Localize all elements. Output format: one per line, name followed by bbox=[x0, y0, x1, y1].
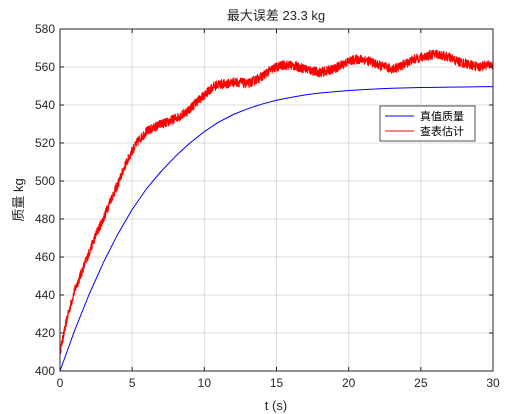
y-tick-label: 460 bbox=[35, 250, 55, 264]
x-tick-label: 15 bbox=[270, 376, 284, 390]
legend-label-lookup-estimate: 查表估计 bbox=[420, 124, 464, 138]
legend-box bbox=[379, 105, 476, 142]
y-tick-label: 520 bbox=[35, 136, 55, 150]
x-tick-label: 25 bbox=[414, 376, 428, 390]
x-tick-label: 10 bbox=[198, 376, 212, 390]
ticks: 0 5 10 15 20 25 30 400 420 440 460 480 500 520 540 560 5… bbox=[35, 22, 500, 390]
x-tick-label: 5 bbox=[129, 376, 136, 390]
y-axis-label: 质量 kg bbox=[11, 178, 26, 221]
series-layer bbox=[59, 49, 494, 372]
x-axis-label: t (s) bbox=[265, 398, 287, 413]
x-tick-label: 20 bbox=[342, 376, 356, 390]
y-tick-label: 400 bbox=[35, 364, 55, 378]
y-tick-label: 560 bbox=[35, 60, 55, 74]
y-tick-label: 500 bbox=[35, 174, 55, 188]
y-tick-label: 440 bbox=[35, 288, 55, 302]
y-tick-label: 420 bbox=[35, 326, 55, 340]
x-tick-label: 30 bbox=[486, 376, 500, 390]
legend-label-true-mass: 真值质量 bbox=[420, 109, 464, 123]
x-tick-label: 0 bbox=[57, 376, 64, 390]
series-line-true-mass bbox=[59, 86, 494, 372]
y-tick-label: 580 bbox=[35, 22, 55, 36]
chart-title: 最大误差 23.3 kg bbox=[227, 8, 325, 23]
y-tick-label: 480 bbox=[35, 212, 55, 226]
legend[interactable]: 真值质量 查表估计 bbox=[379, 105, 476, 142]
series-line-lookup-estimate bbox=[59, 49, 494, 356]
y-tick-label: 540 bbox=[35, 98, 55, 112]
